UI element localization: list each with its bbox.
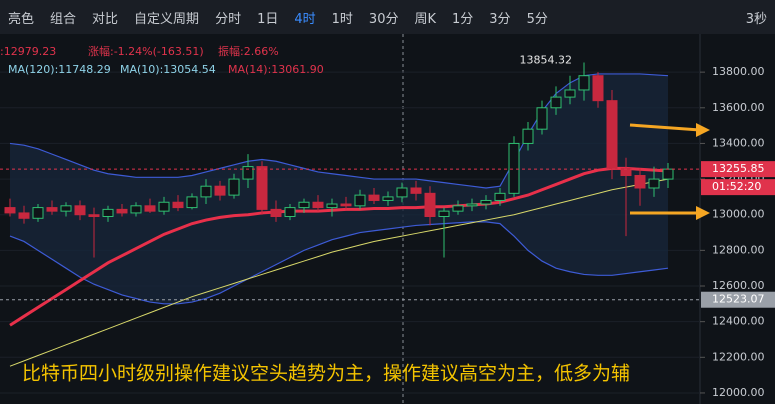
candle-body — [32, 207, 44, 219]
toolbar: 亮色 组合 对比 自定义周期 分时 1日 4时 1时 30分 周K 1分 3分 5分 3秒 — [0, 0, 775, 34]
candle-body — [46, 207, 58, 212]
info-text: 振幅:2.66% — [218, 44, 279, 58]
candle-body — [298, 201, 310, 209]
candle-body — [172, 201, 184, 209]
price-tag-label: 12523.07 — [712, 293, 765, 306]
candle-body — [60, 205, 72, 212]
toolbar-item[interactable]: 分时 — [215, 11, 242, 27]
candle-body — [550, 96, 562, 109]
toolbar-item[interactable]: 自定义周期 — [134, 11, 200, 27]
candle-body — [18, 212, 30, 219]
info-text: MA(120):11748.29 — [8, 63, 111, 76]
countdown: 01:52:20 — [712, 180, 761, 193]
candle-body — [144, 205, 156, 212]
candle-body — [200, 185, 212, 198]
candle-body — [620, 167, 632, 177]
candle-body — [606, 100, 618, 169]
countdown-bg — [701, 179, 775, 196]
candle-body — [186, 196, 198, 209]
candle-body — [354, 194, 366, 207]
candle-body — [536, 107, 548, 130]
candle-body — [116, 208, 128, 214]
candle-body — [74, 205, 86, 216]
high-label: 13854.32 — [520, 53, 573, 66]
toolbar-item[interactable]: 1日 — [257, 11, 279, 27]
toolbar-item[interactable]: 1时 — [331, 11, 353, 27]
candle-body — [214, 185, 226, 196]
candle-body — [312, 201, 324, 209]
candle-body — [648, 178, 660, 189]
toolbar-item[interactable]: 1分 — [452, 11, 474, 27]
candle-body — [592, 75, 604, 102]
band-fill — [10, 73, 668, 304]
candle-body — [424, 192, 436, 218]
y-tick-label: 13600.00 — [712, 101, 765, 114]
band-lower — [9, 221, 669, 305]
candle-body — [466, 203, 478, 207]
toolbar-item[interactable]: 5分 — [526, 11, 548, 27]
price-tag-label: 13255.85 — [712, 162, 765, 175]
info-text: :12979.23 — [0, 45, 56, 58]
y-tick-label: 12000.00 — [712, 386, 765, 399]
arrow-head — [696, 206, 710, 220]
candle-body — [410, 187, 422, 194]
price-tag — [701, 161, 775, 178]
candle-body — [480, 199, 492, 205]
toolbar-item[interactable]: 3分 — [489, 11, 511, 27]
y-tick-label: 12200.00 — [712, 350, 765, 363]
toolbar-item[interactable]: 3秒 — [745, 11, 767, 27]
candle-body — [634, 175, 646, 189]
toolbar-item[interactable]: 4时 — [294, 11, 316, 27]
info-text: 涨幅:-1.24%(-163.51) — [88, 45, 204, 58]
candle-body — [396, 187, 408, 198]
price-tag — [701, 291, 775, 308]
toolbar-item[interactable]: 组合 — [50, 11, 77, 27]
candle-body — [368, 194, 380, 201]
candle-body — [158, 201, 170, 212]
candle-body — [242, 166, 254, 180]
ma-line — [9, 166, 669, 327]
y-tick-label: 12600.00 — [712, 279, 765, 292]
y-tick-label: 13800.00 — [712, 65, 765, 78]
candle-body — [130, 205, 142, 214]
arrow — [629, 123, 701, 132]
toolbar-item[interactable]: 周K — [414, 11, 436, 27]
info-text: MA(10):13054.54 — [120, 63, 216, 76]
y-tick-label: 13000.00 — [712, 208, 765, 221]
toolbar-item[interactable]: 对比 — [92, 11, 119, 27]
candle-body — [326, 203, 338, 209]
candle-body — [4, 207, 16, 214]
y-tick-label: 12400.00 — [712, 315, 765, 328]
y-tick-label: 12800.00 — [712, 243, 765, 256]
y-tick-label: 13400.00 — [712, 136, 765, 149]
arrow-head — [696, 123, 710, 137]
ma-line — [9, 178, 669, 367]
candle-body — [452, 205, 464, 212]
candle-body — [578, 75, 590, 91]
toolbar-item[interactable]: 亮色 — [8, 11, 35, 27]
annotation: 比特币四小时级别操作建议空头趋势为主，操作建议高空为主，低多为辅 — [22, 363, 630, 385]
candle-body — [284, 207, 296, 218]
candle-body — [382, 196, 394, 201]
candle-body — [228, 178, 240, 196]
candle-body — [438, 210, 450, 218]
candle-body — [270, 208, 282, 218]
info-text: MA(14):13061.90 — [228, 63, 324, 76]
candle-body — [662, 168, 674, 180]
toolbar-item[interactable]: 30分 — [368, 11, 399, 27]
candle-body — [564, 89, 576, 98]
candle-body — [508, 142, 520, 194]
candle-body — [88, 214, 100, 218]
candle-body — [102, 208, 114, 218]
candle-body — [340, 203, 352, 207]
candle-body — [494, 192, 506, 201]
candle-body — [522, 128, 534, 144]
band-upper — [9, 73, 669, 189]
candle-body — [256, 166, 268, 210]
